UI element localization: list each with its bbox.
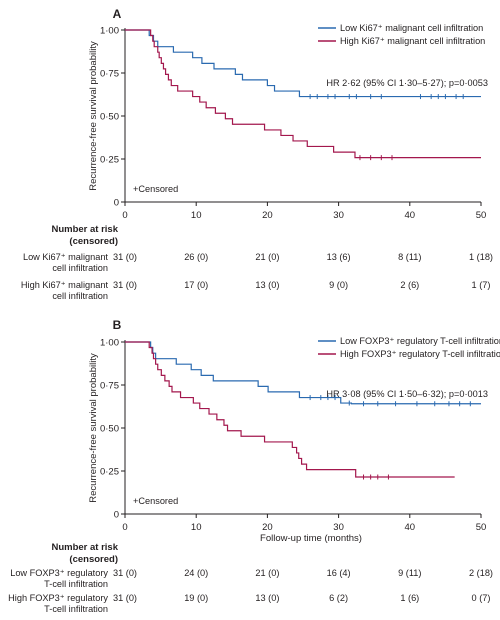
x-tick-label: 20 (262, 522, 273, 533)
risk-table-cell: 31 (0) (113, 280, 137, 290)
risk-table-cell: 9 (0) (329, 280, 348, 290)
x-axis-title: Follow-up time (months) (260, 533, 362, 544)
x-tick-label: 30 (333, 210, 344, 221)
y-tick-label: 0·75 (100, 381, 119, 392)
x-tick-label: 20 (262, 210, 273, 221)
y-tick-label: 0 (114, 510, 119, 521)
y-tick-label: 0·25 (100, 155, 119, 166)
risk-table-cell: 26 (0) (184, 252, 208, 262)
y-tick-label: 0 (114, 198, 119, 209)
risk-table-cell: 19 (0) (184, 593, 208, 603)
risk-table-cell: 17 (0) (184, 280, 208, 290)
risk-table-cell: 1 (18) (469, 252, 493, 262)
risk-table-title: Number at risk (51, 224, 118, 235)
risk-table-cell: 0 (7) (472, 593, 491, 603)
risk-table-cell: 13 (0) (255, 593, 279, 603)
risk-table-cell: 9 (11) (398, 568, 421, 578)
risk-table-cell: 6 (2) (329, 593, 348, 603)
risk-table-cell: 21 (0) (255, 252, 279, 262)
risk-table-title: Number at risk (51, 542, 118, 553)
panel-label: A (113, 7, 122, 21)
risk-row-label: High FOXP3⁺ regulatory (8, 593, 108, 603)
legend-label-low: Low FOXP3⁺ regulatory T-cell infiltratio… (340, 336, 500, 346)
risk-table-cell: 1 (7) (472, 280, 491, 290)
risk-table-cell: 1 (6) (400, 593, 419, 603)
legend-label-low: Low Ki67⁺ malignant cell infiltration (340, 23, 483, 33)
survival-curve-high (125, 29, 481, 159)
y-tick-label: 1·00 (100, 26, 119, 37)
risk-row-label: T-cell infiltration (44, 604, 108, 614)
y-axis-title: Recurrence-free survival probability (88, 353, 99, 503)
risk-table-cell: 13 (6) (327, 252, 351, 262)
panel-label: B (113, 318, 122, 332)
x-tick-label: 30 (333, 522, 344, 533)
legend-label-high: High FOXP3⁺ regulatory T-cell infiltrati… (340, 349, 500, 359)
risk-row-label: High Ki67⁺ malignant (21, 280, 109, 290)
risk-table-cell: 24 (0) (184, 568, 208, 578)
risk-row-label: cell infiltration (52, 263, 108, 273)
y-axis-title: Recurrence-free survival probability (88, 41, 99, 191)
risk-table-cell: 13 (0) (255, 280, 279, 290)
risk-table-cell: 2 (18) (469, 568, 493, 578)
risk-table-cell: 31 (0) (113, 568, 137, 578)
risk-table-cell: 21 (0) (255, 568, 279, 578)
censored-legend-note: +Censored (133, 496, 178, 506)
x-tick-label: 10 (191, 210, 202, 221)
y-tick-label: 0·50 (100, 112, 119, 123)
x-tick-label: 0 (122, 522, 127, 533)
risk-table-cell: 8 (11) (398, 252, 421, 262)
y-tick-label: 0·50 (100, 424, 119, 435)
survival-curve-high (125, 341, 455, 478)
risk-row-label: cell infiltration (52, 291, 108, 301)
risk-table-subtitle: (censored) (69, 554, 118, 565)
risk-row-label: Low FOXP3⁺ regulatory (10, 568, 108, 578)
x-tick-label: 40 (405, 522, 416, 533)
x-tick-label: 50 (476, 210, 487, 221)
censored-legend-note: +Censored (133, 184, 178, 194)
x-tick-label: 10 (191, 522, 202, 533)
risk-table-cell: 31 (0) (113, 252, 137, 262)
risk-table-subtitle: (censored) (69, 236, 118, 247)
risk-row-label: T-cell infiltration (44, 579, 108, 589)
hazard-ratio-annotation: HR 2·62 (95% CI 1·30–5·27); p=0·0053 (326, 78, 488, 88)
risk-table-cell: 16 (4) (327, 568, 351, 578)
x-tick-label: 40 (405, 210, 416, 221)
risk-table-cell: 31 (0) (113, 593, 137, 603)
y-tick-label: 0·75 (100, 69, 119, 80)
risk-row-label: Low Ki67⁺ malignant (23, 252, 108, 262)
risk-table-cell: 2 (6) (400, 280, 419, 290)
y-tick-label: 0·25 (100, 467, 119, 478)
x-tick-label: 0 (122, 210, 127, 221)
x-tick-label: 50 (476, 522, 487, 533)
hazard-ratio-annotation: HR 3·08 (95% CI 1·50–6·32); p=0·0013 (326, 389, 488, 399)
y-tick-label: 1·00 (100, 338, 119, 349)
legend-label-high: High Ki67⁺ malignant cell infiltration (340, 36, 485, 46)
